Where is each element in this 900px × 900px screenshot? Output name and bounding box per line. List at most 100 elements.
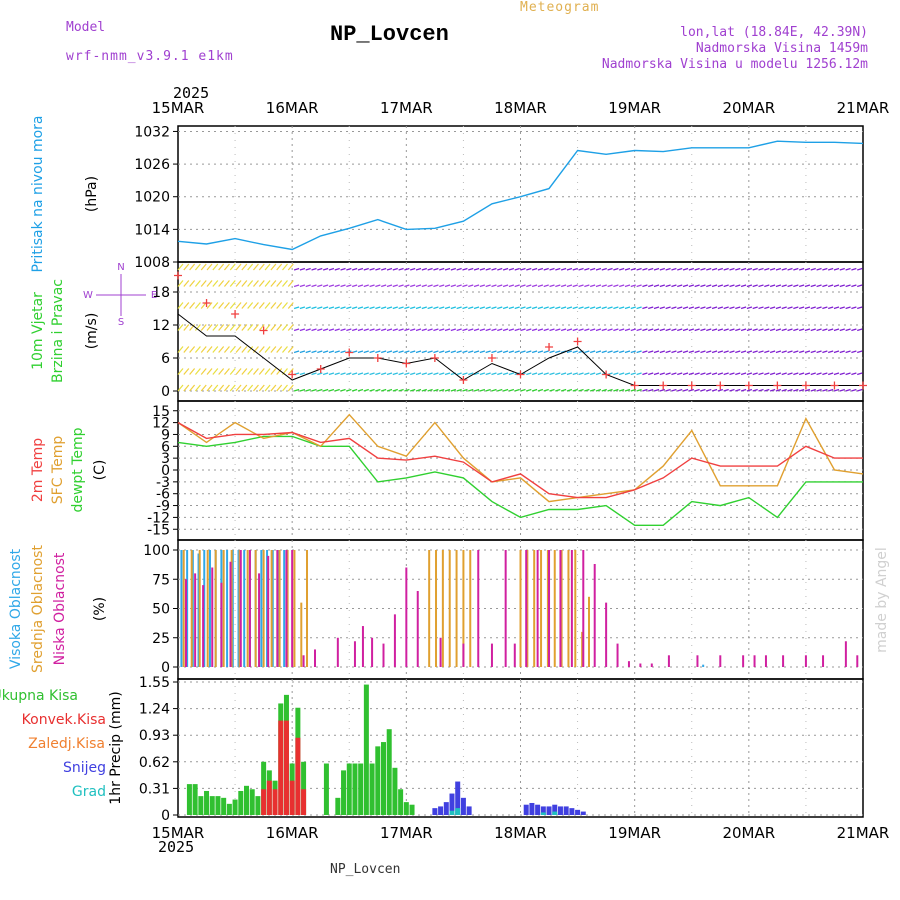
wind-barb [531, 388, 538, 392]
wind-barb [555, 284, 561, 288]
wind-barb [729, 306, 735, 310]
y-tick-label: 1.55 [139, 675, 170, 691]
wind-gust-marker [345, 348, 354, 357]
wind-barb [415, 306, 422, 310]
wind-barb [595, 306, 602, 310]
y-tick-label: -3 [156, 475, 170, 491]
wind-barb [851, 350, 857, 354]
wind-barb [648, 284, 654, 288]
wind-barb [531, 372, 538, 376]
precip-bar [569, 808, 575, 815]
wind-barb [473, 388, 480, 392]
wind-barb [322, 372, 329, 376]
wind-barb [346, 284, 352, 288]
wind-barb [595, 388, 602, 392]
wind-gust-marker [516, 370, 525, 379]
wind-barb [357, 306, 364, 310]
wind-barb [549, 372, 555, 376]
wind-barb [485, 328, 491, 332]
wind-barb [421, 350, 427, 354]
wind-barb [531, 328, 538, 332]
wind-barb [758, 267, 764, 271]
y-tick-label: -12 [147, 510, 170, 526]
y-tick-label: 15 [152, 404, 170, 420]
wind-barb [340, 306, 346, 310]
wind-barb [589, 306, 596, 310]
wind-barb [822, 306, 828, 310]
y-tick-label: -6 [156, 487, 170, 503]
wind-barb [177, 280, 184, 287]
wind-barb [526, 388, 532, 392]
wind-barb [700, 328, 706, 332]
y-tick-label: 0 [161, 384, 170, 400]
wind-barb [827, 350, 834, 354]
wind-barb [235, 384, 242, 392]
wind-barb [282, 263, 288, 271]
wind-barb [346, 328, 352, 332]
y-tick-label: 0 [161, 660, 170, 676]
wind-barb [769, 267, 776, 271]
wind-barb [398, 350, 404, 354]
precip-bar [449, 810, 455, 815]
wind-barb [735, 328, 741, 332]
wind-barb [375, 350, 381, 354]
wind-barb [543, 350, 549, 354]
y-axis-label: (m/s) [84, 313, 100, 350]
wind-barb [787, 328, 793, 332]
wind-barb [711, 267, 718, 271]
page-title: NP_Lovcen [330, 22, 449, 47]
wind-barb [514, 306, 520, 310]
wind-barb [595, 267, 602, 271]
wind-barb [508, 306, 515, 310]
wind-barb [200, 280, 207, 287]
wind-barb [479, 328, 486, 332]
wind-barb [433, 372, 439, 376]
wind-barb [491, 350, 497, 354]
wind-barb [659, 306, 665, 310]
bottom-time-tick-label: 19MAR [608, 824, 661, 842]
precip-bar [204, 790, 210, 815]
wind-barb [456, 372, 462, 376]
wind-barb [229, 346, 236, 353]
bottom-time-tick-label: 16MAR [266, 824, 319, 842]
wind-barb [235, 302, 242, 309]
wind-gust-marker [602, 370, 611, 379]
wind-barb [346, 388, 352, 392]
wind-barb [351, 284, 358, 288]
wind-barb [433, 267, 439, 271]
wind-barb [630, 372, 636, 376]
wind-barb [264, 346, 271, 353]
wind-barb [717, 284, 724, 288]
wind-barb [421, 306, 427, 310]
wind-barb [421, 372, 427, 376]
precip-bar [198, 796, 204, 815]
wind-barb [200, 368, 207, 375]
y-tick-label: 0 [161, 808, 170, 824]
wind-barb [450, 284, 457, 288]
wind-barb [642, 306, 648, 310]
meteogram-label: Meteogram [520, 0, 600, 15]
wind-barb [740, 267, 747, 271]
wind-barb [636, 284, 642, 288]
y-axis-label: 1hr Precip (mm) [108, 691, 124, 804]
wind-barb [282, 384, 288, 392]
wind-barb [566, 284, 573, 288]
wind-barb [723, 372, 729, 376]
wind-barb [328, 388, 335, 392]
wind-barb [793, 284, 799, 288]
wind-barb [746, 328, 753, 332]
wind-barb [369, 267, 375, 271]
wind-barb [833, 372, 840, 376]
y-tick-label: 1.24 [139, 702, 170, 718]
wind-gust-marker [659, 381, 668, 390]
wind-barb [578, 372, 584, 376]
wind-barb [311, 267, 317, 271]
wind-barb [183, 384, 190, 392]
wind-barb [375, 267, 381, 271]
wind-barb [688, 388, 695, 392]
wind-barb [746, 372, 753, 376]
wind-barb [816, 372, 822, 376]
wind-barb [241, 302, 248, 309]
wind-barb [851, 267, 857, 271]
